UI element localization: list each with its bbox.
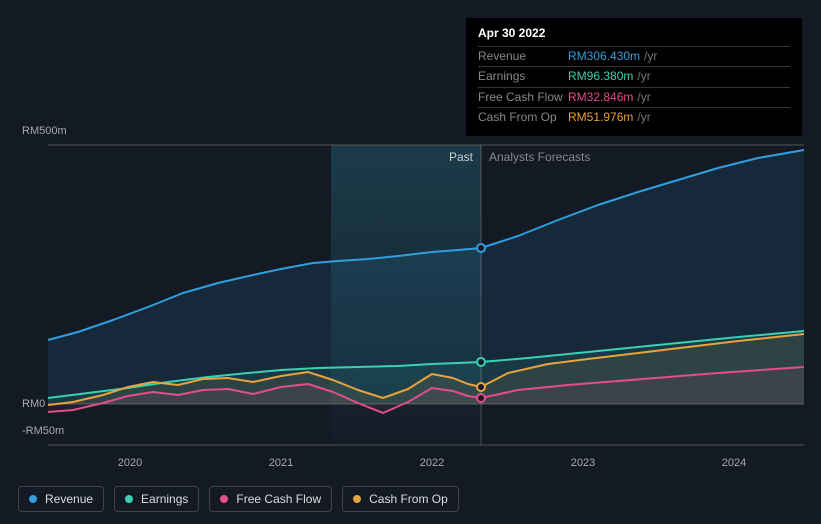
legend-item-cash_from_op[interactable]: Cash From Op: [342, 486, 459, 512]
legend-item-label: Cash From Op: [369, 492, 448, 506]
legend-item-earnings[interactable]: Earnings: [114, 486, 199, 512]
tooltip-row-label: Revenue: [478, 49, 568, 65]
x-tick-label: 2020: [118, 457, 142, 469]
tooltip-row-suffix: /yr: [637, 110, 650, 126]
legend-dot-icon: [220, 495, 228, 503]
tooltip-title: Apr 30 2022: [478, 26, 790, 46]
tooltip-row-label: Free Cash Flow: [478, 90, 568, 106]
tooltip-row: EarningsRM96.380m/yr: [478, 66, 790, 87]
tooltip-row-value: RM51.976m: [568, 110, 633, 126]
legend-dot-icon: [353, 495, 361, 503]
tooltip-row-suffix: /yr: [637, 69, 650, 85]
legend-item-revenue[interactable]: Revenue: [18, 486, 104, 512]
x-tick-label: 2023: [571, 457, 595, 469]
chart-legend: Revenue Earnings Free Cash Flow Cash From O…: [18, 486, 459, 512]
forecast-region-label: Analysts Forecasts: [489, 150, 590, 164]
x-tick-label: 2022: [420, 457, 444, 469]
y-tick-label: RM0: [22, 398, 45, 410]
x-tick-label: 2024: [722, 457, 746, 469]
tooltip-row-value: RM32.846m: [568, 90, 633, 106]
tooltip-row-suffix: /yr: [644, 49, 657, 65]
tooltip-row-label: Cash From Op: [478, 110, 568, 126]
y-tick-label: RM500m: [22, 125, 67, 137]
tooltip-row-value: RM96.380m: [568, 69, 633, 85]
chart-tooltip: Apr 30 2022 RevenueRM306.430m/yrEarnings…: [466, 18, 802, 136]
legend-dot-icon: [125, 495, 133, 503]
legend-item-label: Earnings: [141, 492, 188, 506]
tooltip-row: Free Cash FlowRM32.846m/yr: [478, 87, 790, 108]
tooltip-row: Cash From OpRM51.976m/yr: [478, 107, 790, 128]
tooltip-row-suffix: /yr: [637, 90, 650, 106]
x-tick-label: 2021: [269, 457, 293, 469]
tooltip-row-value: RM306.430m: [568, 49, 640, 65]
tooltip-row-label: Earnings: [478, 69, 568, 85]
legend-dot-icon: [29, 495, 37, 503]
legend-item-label: Revenue: [45, 492, 93, 506]
legend-item-free_cash_flow[interactable]: Free Cash Flow: [209, 486, 332, 512]
past-region-label: Past: [449, 150, 473, 164]
y-tick-label: -RM50m: [22, 425, 64, 437]
tooltip-row: RevenueRM306.430m/yr: [478, 46, 790, 67]
legend-item-label: Free Cash Flow: [236, 492, 321, 506]
